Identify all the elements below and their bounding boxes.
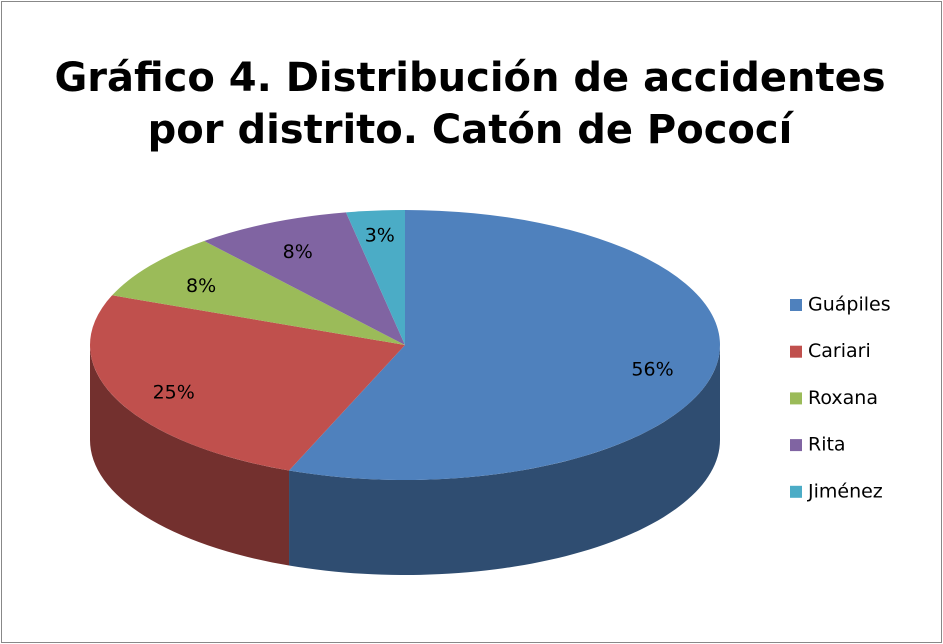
legend-swatch bbox=[790, 485, 802, 498]
pie-slice bbox=[90, 295, 405, 471]
legend-label: Cariari bbox=[808, 340, 871, 362]
pie: 56% 25% 8% 8% 3% bbox=[90, 210, 721, 575]
legend-label: Rita bbox=[808, 434, 846, 456]
legend: Guápiles Cariari Roxana Rita Jiménez bbox=[790, 294, 891, 502]
legend-swatch bbox=[790, 439, 802, 452]
pie-side bbox=[90, 345, 290, 566]
legend-swatch bbox=[790, 299, 802, 311]
pie-slice bbox=[112, 240, 405, 345]
legend-swatch bbox=[790, 392, 802, 405]
data-label: 25% bbox=[153, 381, 195, 403]
pie-slice bbox=[289, 210, 720, 481]
pie-slice bbox=[204, 212, 405, 345]
legend-label: Jiménez bbox=[807, 480, 883, 502]
data-label: 8% bbox=[283, 241, 313, 263]
data-label: 3% bbox=[365, 224, 395, 246]
data-label: 56% bbox=[631, 359, 673, 381]
pie-slice bbox=[345, 210, 405, 345]
data-label: 8% bbox=[186, 275, 216, 297]
chart-title: Gráfico 4. Distribución de accidentes por… bbox=[54, 55, 885, 153]
pie-side bbox=[289, 345, 721, 575]
legend-label: Guápiles bbox=[808, 294, 891, 316]
legend-label: Roxana bbox=[808, 387, 878, 409]
legend-swatch bbox=[790, 345, 802, 358]
